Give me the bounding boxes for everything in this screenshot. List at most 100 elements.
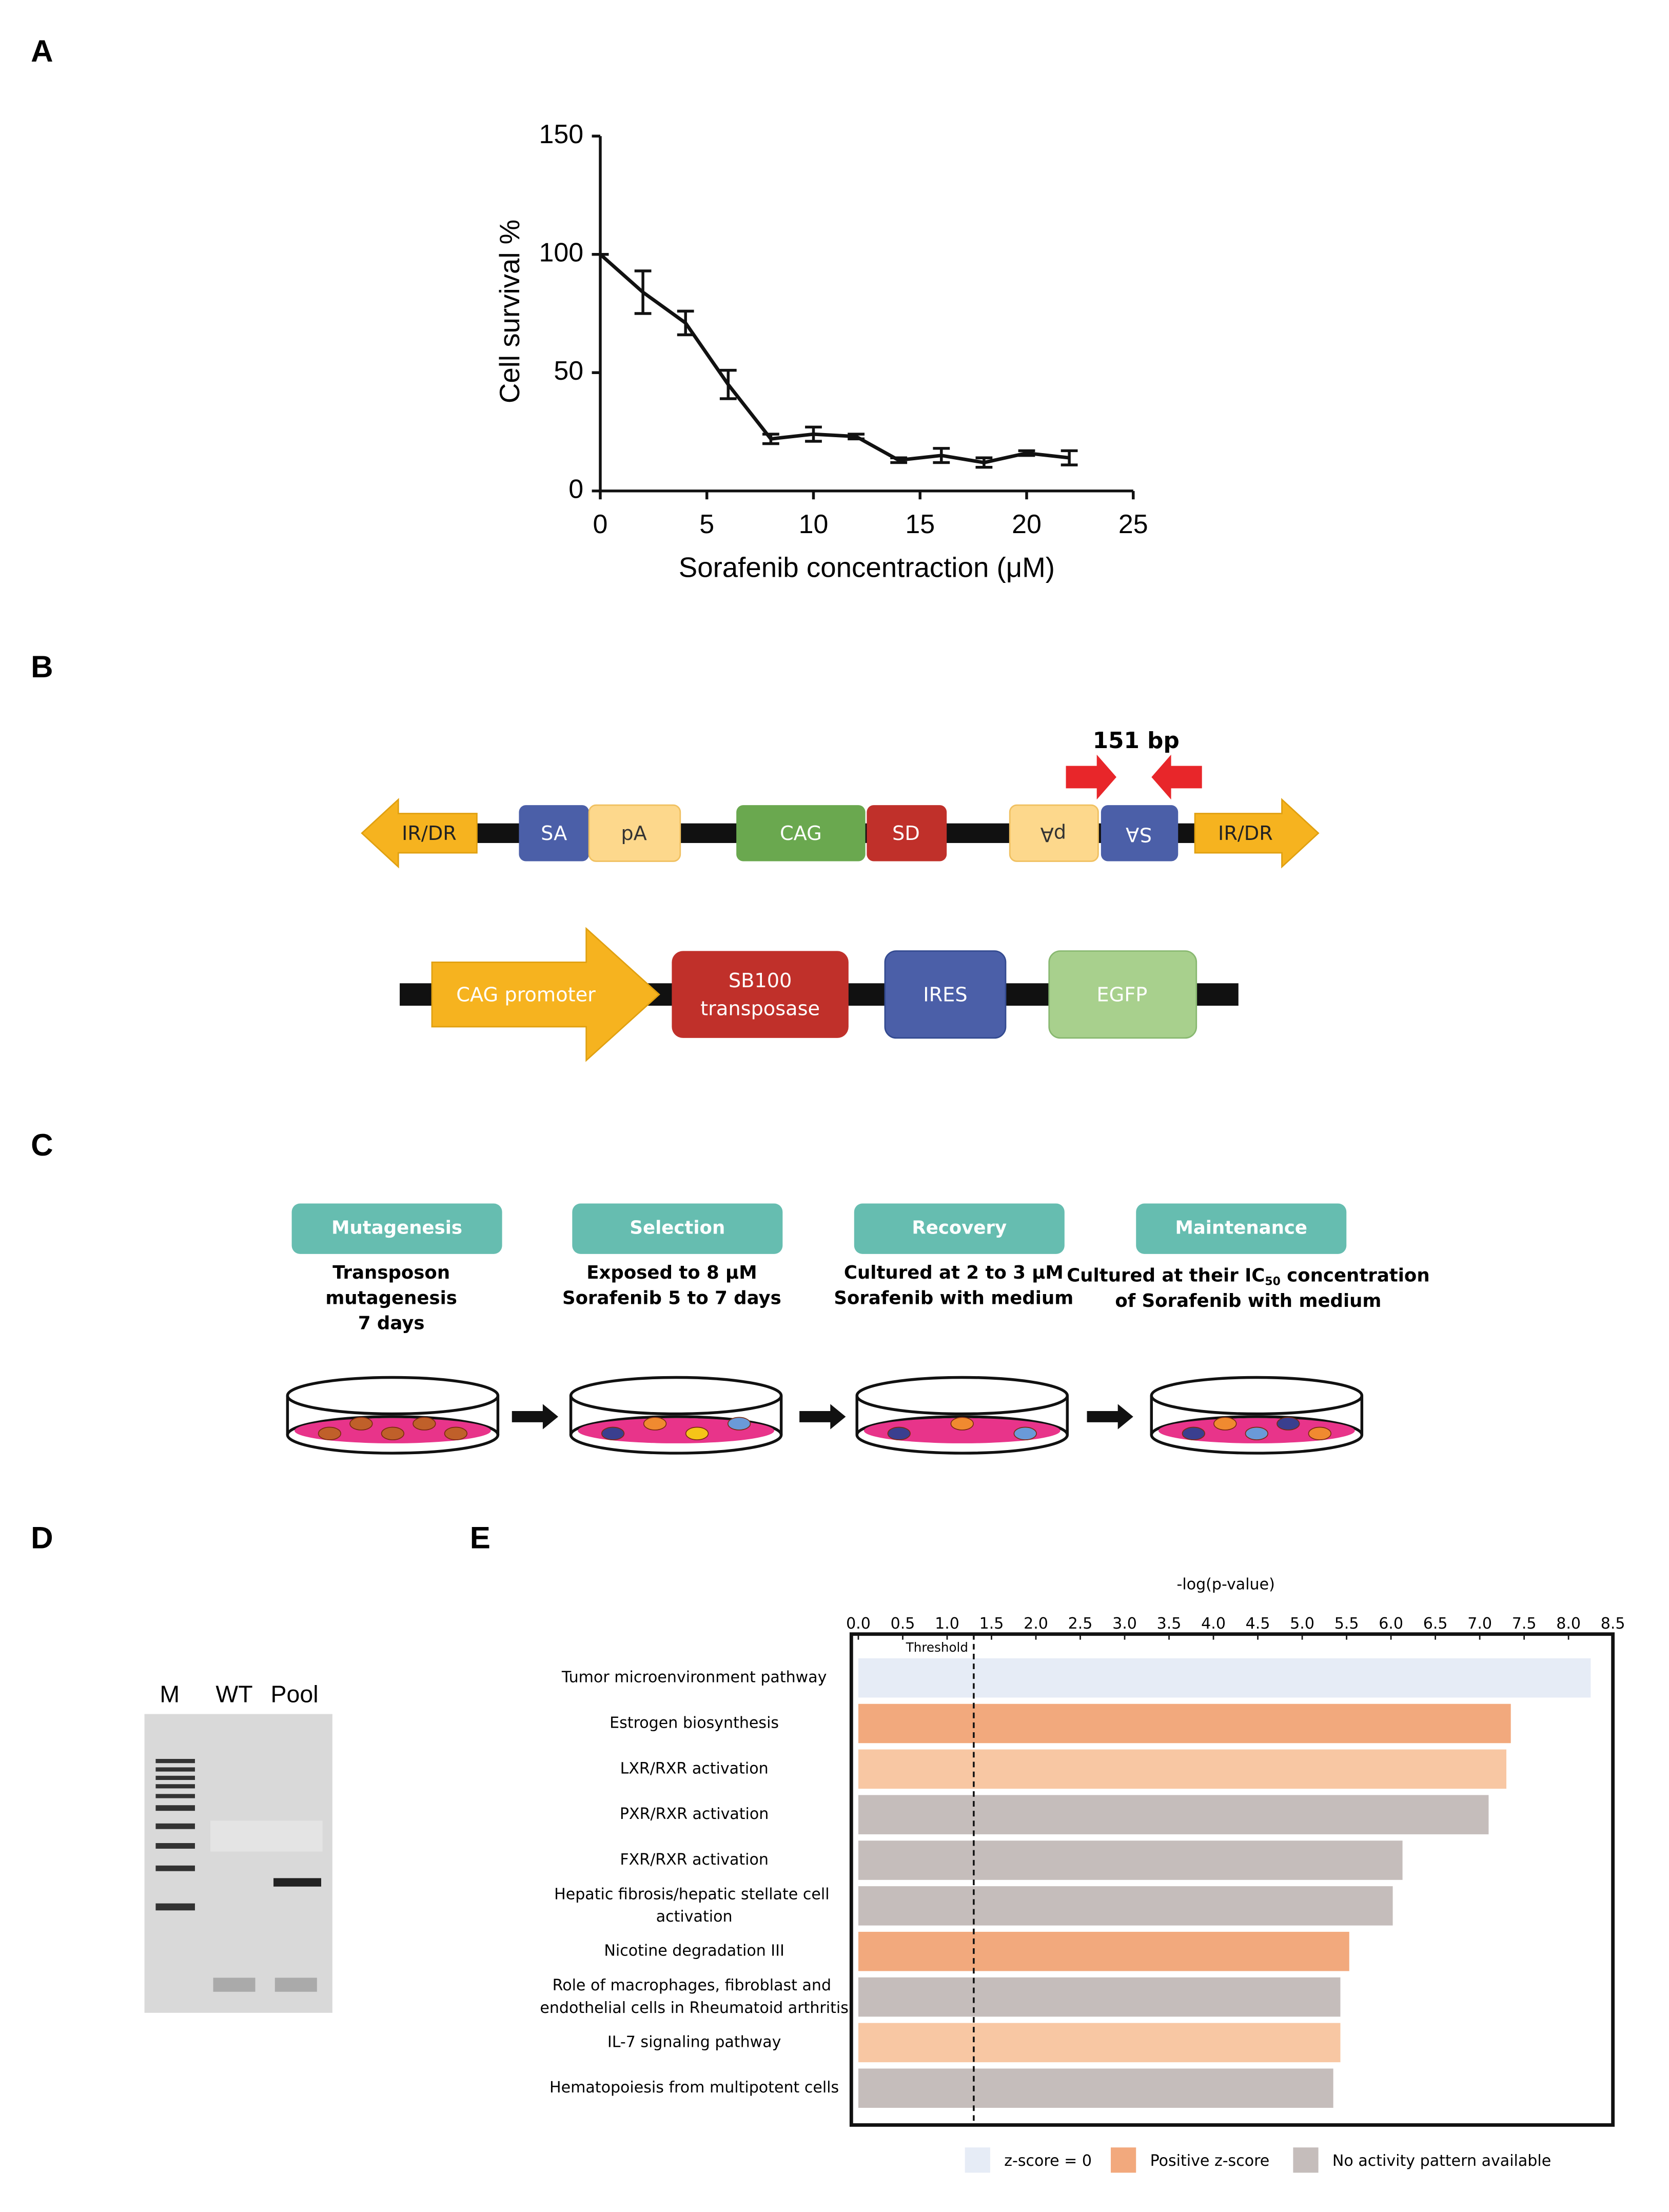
element bbox=[672, 951, 849, 1038]
ladder bbox=[155, 1758, 195, 1911]
bar bbox=[858, 1886, 1393, 1926]
element bbox=[867, 805, 947, 862]
cell bbox=[1277, 1417, 1300, 1431]
size-label: 151 bp bbox=[1093, 728, 1180, 754]
y-tick-label: 0 bbox=[568, 475, 583, 504]
dish-rim bbox=[1150, 1376, 1364, 1416]
x-tick-label: 15 bbox=[905, 510, 935, 539]
element bbox=[588, 804, 681, 862]
ir-dr bbox=[361, 798, 478, 869]
panel-label: D bbox=[31, 1520, 53, 1555]
category-label: PXR/RXR activation bbox=[620, 1805, 769, 1823]
step-subscript: 50 bbox=[1265, 1276, 1280, 1288]
x-tick-label: 10 bbox=[799, 510, 829, 539]
x-tick-label: 2.5 bbox=[1068, 1615, 1093, 1633]
x-tick-label: 8.0 bbox=[1556, 1615, 1581, 1633]
cell bbox=[685, 1426, 709, 1440]
cell bbox=[601, 1426, 625, 1440]
element-label: SB100 bbox=[729, 969, 792, 992]
category-label: Role of macrophages, fibroblast and endo… bbox=[540, 1976, 849, 2017]
step-text: Exposed to 8 μM bbox=[586, 1262, 757, 1283]
step-text: of Sorafenib with medium bbox=[1115, 1290, 1381, 1311]
flow-arrow bbox=[512, 1404, 558, 1430]
step-title: Maintenance bbox=[1175, 1218, 1307, 1239]
category-label: IL-7 signaling pathway bbox=[607, 2033, 781, 2051]
ir-dr bbox=[1194, 798, 1320, 869]
category-label: Hepatic fibrosis/hepatic stellate cell a… bbox=[554, 1885, 834, 1926]
x-tick-label: 0.5 bbox=[891, 1615, 915, 1633]
cell bbox=[1245, 1426, 1269, 1440]
category-label: Estrogen biosynthesis bbox=[610, 1714, 779, 1732]
step-text: 7 days bbox=[358, 1313, 425, 1334]
cell bbox=[727, 1417, 751, 1431]
primer-arrow bbox=[1066, 754, 1116, 800]
bar bbox=[858, 2023, 1341, 2063]
promoter bbox=[431, 927, 660, 1062]
element-label: CAG bbox=[780, 822, 822, 845]
cell bbox=[643, 1417, 667, 1431]
x-tick-label: 3.0 bbox=[1112, 1615, 1137, 1633]
step-box bbox=[291, 1203, 502, 1254]
x-tick-label: 2.0 bbox=[1024, 1615, 1048, 1633]
cell bbox=[887, 1426, 911, 1440]
cell bbox=[413, 1417, 436, 1431]
lane-label: M bbox=[160, 1680, 180, 1707]
step-text: Sorafenib with medium bbox=[834, 1287, 1073, 1308]
y-tick-label: 150 bbox=[539, 120, 584, 149]
legend-swatch bbox=[1293, 2147, 1319, 2173]
element bbox=[884, 950, 1007, 1039]
panel-label: E bbox=[470, 1520, 490, 1555]
primer-dimer bbox=[274, 1978, 317, 1992]
bar bbox=[858, 1795, 1489, 1834]
dish-rim bbox=[569, 1376, 783, 1416]
cell bbox=[1013, 1426, 1037, 1440]
gel: M WT Pool bbox=[144, 1680, 332, 2013]
primer-dimer bbox=[213, 1978, 256, 1992]
primer-arrow bbox=[1151, 754, 1202, 800]
x-tick-label: 6.0 bbox=[1379, 1615, 1403, 1633]
x-tick-label: 5.5 bbox=[1334, 1615, 1359, 1633]
data-line bbox=[599, 253, 1070, 464]
bar bbox=[858, 1704, 1511, 1744]
threshold-label: Threshold bbox=[906, 1640, 968, 1655]
legend-label: z-score = 0 bbox=[1004, 2152, 1092, 2170]
bar bbox=[858, 1749, 1507, 1789]
x-tick-label: 20 bbox=[1012, 510, 1042, 539]
x-tick-label: 8.5 bbox=[1601, 1615, 1625, 1633]
x-tick-label: 6.5 bbox=[1423, 1615, 1448, 1633]
step-box bbox=[854, 1203, 1065, 1254]
category-label-line: activation bbox=[656, 1908, 733, 1926]
element-label: EGFP bbox=[1096, 983, 1147, 1006]
category-label: Tumor microenvironment pathway bbox=[561, 1669, 827, 1687]
flow-arrow bbox=[799, 1404, 846, 1430]
x-tick-label: 25 bbox=[1118, 510, 1148, 539]
x-tick-label: 5.0 bbox=[1290, 1615, 1314, 1633]
y-axis-label: Cell survival % bbox=[494, 220, 525, 403]
element bbox=[1048, 950, 1197, 1039]
flow-arrow bbox=[1087, 1404, 1133, 1430]
lane-label: WT bbox=[215, 1680, 252, 1707]
cell bbox=[950, 1417, 974, 1431]
category-label-line: endothelial cells in Rheumatoid arthriti… bbox=[540, 1999, 849, 2017]
element-label: pA bbox=[1040, 823, 1066, 846]
step-box bbox=[572, 1203, 783, 1254]
element-label: pA bbox=[621, 822, 646, 845]
y-tick-label: 100 bbox=[539, 238, 584, 267]
x-tick-label: 1.5 bbox=[979, 1615, 1004, 1633]
x-axis-label: Sorafenib concentraction (μM) bbox=[679, 552, 1055, 583]
step-text: Sorafenib 5 to 7 days bbox=[562, 1287, 781, 1308]
step-text: Transposon bbox=[332, 1262, 450, 1283]
x-tick-label: 7.5 bbox=[1512, 1615, 1537, 1633]
x-tick-label: 0.0 bbox=[846, 1615, 871, 1633]
category-label: Nicotine degradation III bbox=[604, 1942, 784, 1960]
x-tick-label: 5 bbox=[699, 510, 714, 539]
panel-label: B bbox=[31, 650, 53, 684]
step-text: Cultured at their IC50 concentration bbox=[1067, 1265, 1429, 1288]
element-label: IR/DR bbox=[1218, 822, 1273, 845]
bar bbox=[858, 2068, 1333, 2108]
step-text: Cultured at 2 to 3 μM bbox=[844, 1262, 1064, 1283]
x-tick-label: 4.0 bbox=[1201, 1615, 1226, 1633]
cell bbox=[444, 1426, 468, 1440]
element bbox=[736, 805, 866, 862]
